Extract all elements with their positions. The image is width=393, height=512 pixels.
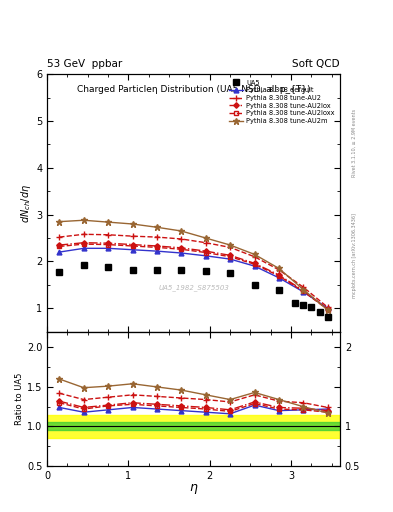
- Pythia 8.308 tune-AU2lox: [325, 306, 330, 312]
- Pythia 8.308 tune-AU2: [154, 234, 159, 240]
- Pythia 8.308 tune-AU2: [130, 233, 135, 239]
- Pythia 8.308 tune-AU2m: [81, 217, 86, 223]
- Pythia 8.308 default: [204, 253, 208, 259]
- Pythia 8.308 tune-AU2lox: [277, 272, 281, 278]
- Line: Pythia 8.308 tune-AU2lox: Pythia 8.308 tune-AU2lox: [57, 241, 330, 311]
- Pythia 8.308 default: [325, 305, 330, 311]
- Pythia 8.308 tune-AU2m: [228, 242, 233, 248]
- Text: Soft QCD: Soft QCD: [292, 59, 340, 69]
- Pythia 8.308 tune-AU2lox: [57, 242, 62, 248]
- UA5: [309, 304, 314, 310]
- Pythia 8.308 tune-AU2loxx: [106, 242, 110, 248]
- UA5: [317, 308, 322, 314]
- Pythia 8.308 tune-AU2: [179, 236, 184, 242]
- Pythia 8.308 default: [301, 289, 306, 295]
- Pythia 8.308 tune-AU2m: [179, 228, 184, 234]
- Pythia 8.308 tune-AU2loxx: [154, 244, 159, 250]
- Pythia 8.308 tune-AU2loxx: [57, 243, 62, 249]
- Pythia 8.308 tune-AU2: [301, 284, 306, 290]
- Pythia 8.308 tune-AU2loxx: [228, 253, 233, 260]
- UA5: [301, 302, 306, 308]
- UA5: [204, 268, 208, 274]
- Pythia 8.308 tune-AU2: [252, 253, 257, 260]
- Text: mcplots.cern.ch [arXiv:1306.3436]: mcplots.cern.ch [arXiv:1306.3436]: [352, 214, 357, 298]
- Pythia 8.308 tune-AU2lox: [179, 245, 184, 251]
- Y-axis label: $dN_{ch}/d\eta$: $dN_{ch}/d\eta$: [19, 183, 33, 223]
- Pythia 8.308 tune-AU2: [204, 240, 208, 246]
- Pythia 8.308 tune-AU2: [277, 267, 281, 273]
- UA5: [106, 264, 110, 270]
- Pythia 8.308 tune-AU2lox: [130, 242, 135, 248]
- Pythia 8.308 default: [130, 247, 135, 253]
- UA5: [325, 313, 330, 319]
- Line: Pythia 8.308 tune-AU2loxx: Pythia 8.308 tune-AU2loxx: [57, 242, 330, 312]
- UA5: [277, 287, 281, 293]
- Pythia 8.308 tune-AU2: [81, 231, 86, 238]
- Pythia 8.308 tune-AU2loxx: [179, 246, 184, 252]
- UA5: [293, 300, 298, 306]
- Pythia 8.308 tune-AU2lox: [154, 243, 159, 249]
- Pythia 8.308 tune-AU2loxx: [301, 288, 306, 294]
- Line: Pythia 8.308 tune-AU2: Pythia 8.308 tune-AU2: [56, 231, 331, 311]
- Pythia 8.308 tune-AU2lox: [81, 240, 86, 246]
- Pythia 8.308 tune-AU2: [106, 232, 110, 238]
- UA5: [179, 267, 184, 273]
- Pythia 8.308 default: [106, 245, 110, 251]
- Line: Pythia 8.308 tune-AU2m: Pythia 8.308 tune-AU2m: [56, 217, 331, 313]
- Pythia 8.308 tune-AU2m: [106, 219, 110, 225]
- Pythia 8.308 tune-AU2loxx: [325, 307, 330, 313]
- Text: Rivet 3.1.10, ≥ 2.9M events: Rivet 3.1.10, ≥ 2.9M events: [352, 109, 357, 178]
- Pythia 8.308 default: [81, 245, 86, 251]
- Pythia 8.308 default: [179, 250, 184, 256]
- Text: UA5_1982_S875503: UA5_1982_S875503: [158, 285, 229, 291]
- Pythia 8.308 tune-AU2: [325, 304, 330, 310]
- Pythia 8.308 tune-AU2lox: [228, 252, 233, 259]
- Pythia 8.308 tune-AU2lox: [106, 240, 110, 246]
- Text: Charged Particleη Distribution (UA5 NSD, all p_{T}): Charged Particleη Distribution (UA5 NSD,…: [77, 84, 310, 94]
- UA5: [154, 267, 159, 273]
- X-axis label: $\eta$: $\eta$: [189, 482, 198, 496]
- Pythia 8.308 tune-AU2lox: [252, 260, 257, 266]
- Line: Pythia 8.308 default: Pythia 8.308 default: [57, 246, 330, 311]
- UA5: [130, 267, 135, 273]
- Pythia 8.308 tune-AU2loxx: [252, 261, 257, 267]
- Legend: UA5, Pythia 8.308 default, Pythia 8.308 tune-AU2, Pythia 8.308 tune-AU2lox, Pyth: UA5, Pythia 8.308 default, Pythia 8.308 …: [227, 78, 337, 126]
- Pythia 8.308 tune-AU2loxx: [204, 249, 208, 255]
- Bar: [47, 415, 340, 438]
- Pythia 8.308 tune-AU2m: [154, 224, 159, 230]
- UA5: [252, 282, 257, 288]
- Pythia 8.308 tune-AU2lox: [301, 287, 306, 293]
- Pythia 8.308 tune-AU2m: [325, 307, 330, 313]
- Line: UA5: UA5: [56, 262, 331, 320]
- Pythia 8.308 tune-AU2m: [57, 219, 62, 225]
- Pythia 8.308 tune-AU2: [57, 234, 62, 240]
- Y-axis label: Ratio to UA5: Ratio to UA5: [15, 373, 24, 425]
- Pythia 8.308 default: [277, 275, 281, 281]
- Pythia 8.308 tune-AU2m: [204, 235, 208, 241]
- Pythia 8.308 tune-AU2m: [277, 265, 281, 271]
- Pythia 8.308 tune-AU2loxx: [130, 243, 135, 249]
- Pythia 8.308 tune-AU2m: [301, 286, 306, 292]
- Pythia 8.308 tune-AU2loxx: [81, 241, 86, 247]
- UA5: [228, 270, 233, 276]
- Text: 53 GeV  ppbar: 53 GeV ppbar: [47, 59, 122, 69]
- Bar: [47, 422, 340, 431]
- Pythia 8.308 tune-AU2m: [252, 251, 257, 258]
- Pythia 8.308 tune-AU2loxx: [277, 273, 281, 279]
- Pythia 8.308 tune-AU2: [228, 244, 233, 250]
- Pythia 8.308 default: [228, 256, 233, 262]
- UA5: [81, 262, 86, 268]
- Pythia 8.308 tune-AU2lox: [204, 248, 208, 254]
- Pythia 8.308 default: [154, 248, 159, 254]
- Pythia 8.308 default: [57, 249, 62, 255]
- UA5: [57, 269, 62, 275]
- Pythia 8.308 tune-AU2m: [130, 221, 135, 227]
- Pythia 8.308 default: [252, 263, 257, 269]
